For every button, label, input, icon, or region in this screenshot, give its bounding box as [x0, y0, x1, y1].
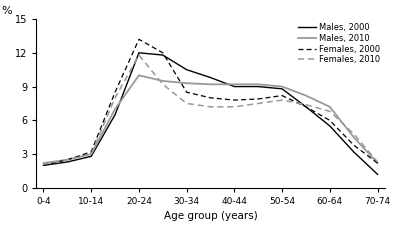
Legend: Males, 2000, Males, 2010, Females, 2000, Females, 2010: Males, 2000, Males, 2010, Females, 2000,… [295, 20, 384, 68]
X-axis label: Age group (years): Age group (years) [164, 211, 257, 222]
Text: %: % [2, 6, 12, 16]
